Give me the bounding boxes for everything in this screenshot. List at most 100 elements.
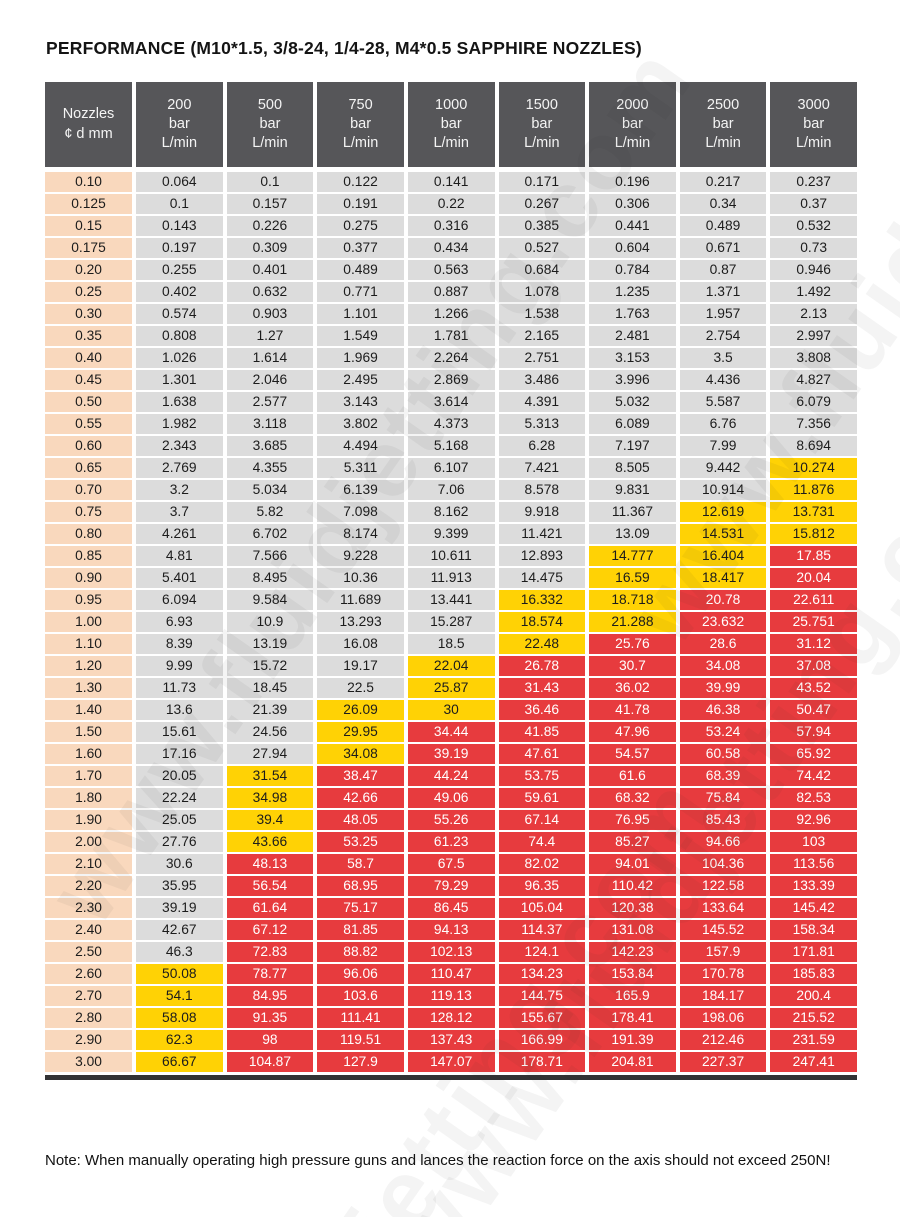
flow-cell-d0.95-500bar: 9.584 xyxy=(226,590,314,610)
flow-cell-d0.55-200bar: 1.982 xyxy=(136,414,223,434)
row-diameter-2.10: 2.10 xyxy=(45,854,132,874)
flow-cell-d0.90-3000bar: 20.04 xyxy=(770,568,857,588)
row-diameter-2.40: 2.40 xyxy=(45,920,132,940)
flow-cell-d0.45-200bar: 1.301 xyxy=(136,370,223,390)
header-text: bar xyxy=(712,115,734,132)
row-diameter-0.35: 0.35 xyxy=(45,326,132,346)
header-nozzles-line1: Nozzles xyxy=(62,106,115,123)
flow-cell-d1.60-1000bar: 39.19 xyxy=(407,744,495,764)
flow-cell-d2.90-2500bar: 212.46 xyxy=(679,1030,767,1050)
flow-cell-d1.70-1000bar: 44.24 xyxy=(407,766,495,786)
flow-cell-d2.20-1500bar: 96.35 xyxy=(498,876,586,896)
flow-cell-d1.30-1000bar: 25.87 xyxy=(407,678,495,698)
flow-cell-d1.00-750bar: 13.293 xyxy=(317,612,404,632)
flow-cell-d0.65-500bar: 4.355 xyxy=(226,458,314,478)
flow-cell-d1.10-2500bar: 28.6 xyxy=(679,634,767,654)
flow-cell-d1.30-500bar: 18.45 xyxy=(226,678,314,698)
flow-cell-d0.75-200bar: 3.7 xyxy=(136,502,223,522)
flow-cell-d1.60-2500bar: 60.58 xyxy=(679,744,767,764)
flow-cell-d0.85-1500bar: 12.893 xyxy=(498,546,586,566)
flow-cell-d2.90-750bar: 119.51 xyxy=(317,1030,404,1050)
header-text: 2500 xyxy=(706,96,740,113)
flow-cell-d3.00-2000bar: 204.81 xyxy=(589,1052,676,1072)
row-diameter-2.20: 2.20 xyxy=(45,876,132,896)
flow-cell-d1.30-2500bar: 39.99 xyxy=(679,678,767,698)
flow-cell-d2.00-750bar: 53.25 xyxy=(317,832,404,852)
flow-cell-d0.40-200bar: 1.026 xyxy=(136,348,223,368)
flow-cell-d0.40-2500bar: 3.5 xyxy=(679,348,767,368)
flow-cell-d2.10-2000bar: 94.01 xyxy=(589,854,676,874)
flow-cell-d0.60-3000bar: 8.694 xyxy=(770,436,857,456)
flow-cell-d2.40-500bar: 67.12 xyxy=(226,920,314,940)
flow-cell-d0.80-1000bar: 9.399 xyxy=(407,524,495,544)
flow-cell-d1.90-750bar: 48.05 xyxy=(317,810,404,830)
flow-cell-d1.70-1500bar: 53.75 xyxy=(498,766,586,786)
flow-cell-d1.10-200bar: 8.39 xyxy=(136,634,223,654)
flow-cell-d0.125-200bar: 0.1 xyxy=(136,194,223,214)
flow-cell-d0.60-2000bar: 7.197 xyxy=(589,436,676,456)
flow-cell-d2.40-2500bar: 145.52 xyxy=(679,920,767,940)
flow-cell-d2.30-2000bar: 120.38 xyxy=(589,898,676,918)
header-cell-3000-bar: 3000 bar L/min xyxy=(770,82,857,167)
flow-cell-d0.75-1500bar: 9.918 xyxy=(498,502,586,522)
flow-cell-d1.70-2500bar: 68.39 xyxy=(679,766,767,786)
flow-cell-d0.25-2500bar: 1.371 xyxy=(679,282,767,302)
flow-cell-d1.60-200bar: 17.16 xyxy=(136,744,223,764)
flow-cell-d0.15-500bar: 0.226 xyxy=(226,216,314,236)
flow-cell-d0.85-2000bar: 14.777 xyxy=(589,546,676,566)
flow-cell-d0.65-2000bar: 8.505 xyxy=(589,458,676,478)
flow-cell-d0.35-200bar: 0.808 xyxy=(136,326,223,346)
row-diameter-0.25: 0.25 xyxy=(45,282,132,302)
flow-cell-d1.10-1000bar: 18.5 xyxy=(407,634,495,654)
flow-cell-d2.70-500bar: 84.95 xyxy=(226,986,314,1006)
flow-cell-d0.20-1500bar: 0.684 xyxy=(498,260,586,280)
flow-cell-d0.90-500bar: 8.495 xyxy=(226,568,314,588)
flow-cell-d0.40-750bar: 1.969 xyxy=(317,348,404,368)
row-diameter-2.00: 2.00 xyxy=(45,832,132,852)
flow-cell-d2.90-1500bar: 166.99 xyxy=(498,1030,586,1050)
flow-cell-d2.50-3000bar: 171.81 xyxy=(770,942,857,962)
flow-cell-d0.95-2000bar: 18.718 xyxy=(589,590,676,610)
flow-cell-d0.65-2500bar: 9.442 xyxy=(679,458,767,478)
flow-cell-d0.95-3000bar: 22.611 xyxy=(770,590,857,610)
row-diameter-0.50: 0.50 xyxy=(45,392,132,412)
row-diameter-0.95: 0.95 xyxy=(45,590,132,610)
row-diameter-2.80: 2.80 xyxy=(45,1008,132,1028)
flow-cell-d0.175-3000bar: 0.73 xyxy=(770,238,857,258)
flow-cell-d1.00-3000bar: 25.751 xyxy=(770,612,857,632)
flow-cell-d1.90-200bar: 25.05 xyxy=(136,810,223,830)
flow-cell-d2.70-2500bar: 184.17 xyxy=(679,986,767,1006)
flow-cell-d0.25-750bar: 0.771 xyxy=(317,282,404,302)
flow-cell-d2.10-1500bar: 82.02 xyxy=(498,854,586,874)
flow-cell-d0.75-1000bar: 8.162 xyxy=(407,502,495,522)
flow-cell-d1.80-1500bar: 59.61 xyxy=(498,788,586,808)
row-diameter-1.00: 1.00 xyxy=(45,612,132,632)
header-text: L/min xyxy=(524,135,560,152)
flow-cell-d1.20-500bar: 15.72 xyxy=(226,656,314,676)
flow-cell-d0.20-750bar: 0.489 xyxy=(317,260,404,280)
flow-cell-d2.70-200bar: 54.1 xyxy=(136,986,223,1006)
flow-cell-d1.90-500bar: 39.4 xyxy=(226,810,314,830)
flow-cell-d0.20-3000bar: 0.946 xyxy=(770,260,857,280)
flow-cell-d0.85-200bar: 4.81 xyxy=(136,546,223,566)
flow-cell-d0.125-3000bar: 0.37 xyxy=(770,194,857,214)
row-diameter-0.65: 0.65 xyxy=(45,458,132,478)
flow-cell-d2.20-2500bar: 122.58 xyxy=(679,876,767,896)
flow-cell-d1.40-2500bar: 46.38 xyxy=(679,700,767,720)
header-text: bar xyxy=(621,115,643,132)
flow-cell-d0.90-1000bar: 11.913 xyxy=(407,568,495,588)
flow-cell-d0.10-1000bar: 0.141 xyxy=(407,172,495,192)
flow-cell-d1.20-2500bar: 34.08 xyxy=(679,656,767,676)
flow-cell-d0.75-2500bar: 12.619 xyxy=(679,502,767,522)
flow-cell-d1.90-2500bar: 85.43 xyxy=(679,810,767,830)
flow-cell-d1.70-500bar: 31.54 xyxy=(226,766,314,786)
flow-cell-d0.10-2000bar: 0.196 xyxy=(589,172,676,192)
row-diameter-1.60: 1.60 xyxy=(45,744,132,764)
row-diameter-0.30: 0.30 xyxy=(45,304,132,324)
header-text: L/min xyxy=(795,135,832,152)
flow-cell-d0.70-2500bar: 10.914 xyxy=(679,480,767,500)
flow-cell-d0.70-3000bar: 11.876 xyxy=(770,480,857,500)
flow-cell-d0.60-200bar: 2.343 xyxy=(136,436,223,456)
flow-cell-d0.50-1000bar: 3.614 xyxy=(407,392,495,412)
flow-cell-d0.80-500bar: 6.702 xyxy=(226,524,314,544)
